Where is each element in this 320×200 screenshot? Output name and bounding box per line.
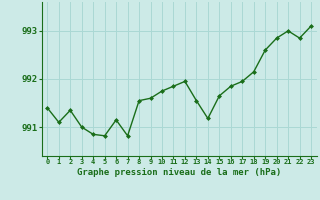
X-axis label: Graphe pression niveau de la mer (hPa): Graphe pression niveau de la mer (hPa) bbox=[77, 168, 281, 177]
